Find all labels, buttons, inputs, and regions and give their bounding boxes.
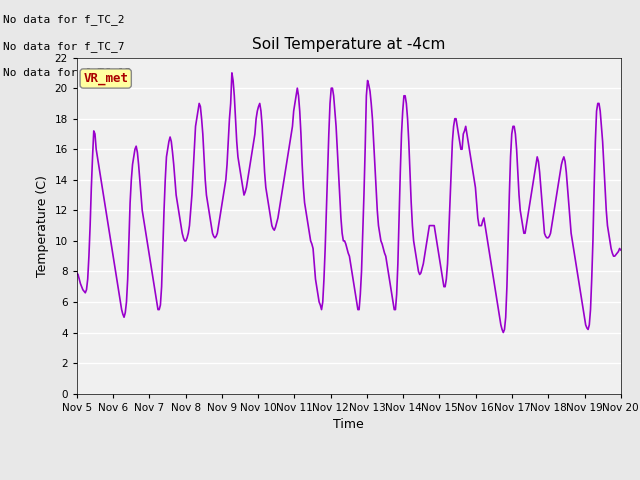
Text: No data for f_TC_12: No data for f_TC_12 (3, 67, 131, 78)
Title: Soil Temperature at -4cm: Soil Temperature at -4cm (252, 37, 445, 52)
Text: VR_met: VR_met (83, 72, 128, 85)
Text: No data for f_TC_2: No data for f_TC_2 (3, 14, 125, 25)
Y-axis label: Temperature (C): Temperature (C) (36, 175, 49, 276)
X-axis label: Time: Time (333, 418, 364, 431)
Text: No data for f_TC_7: No data for f_TC_7 (3, 41, 125, 52)
